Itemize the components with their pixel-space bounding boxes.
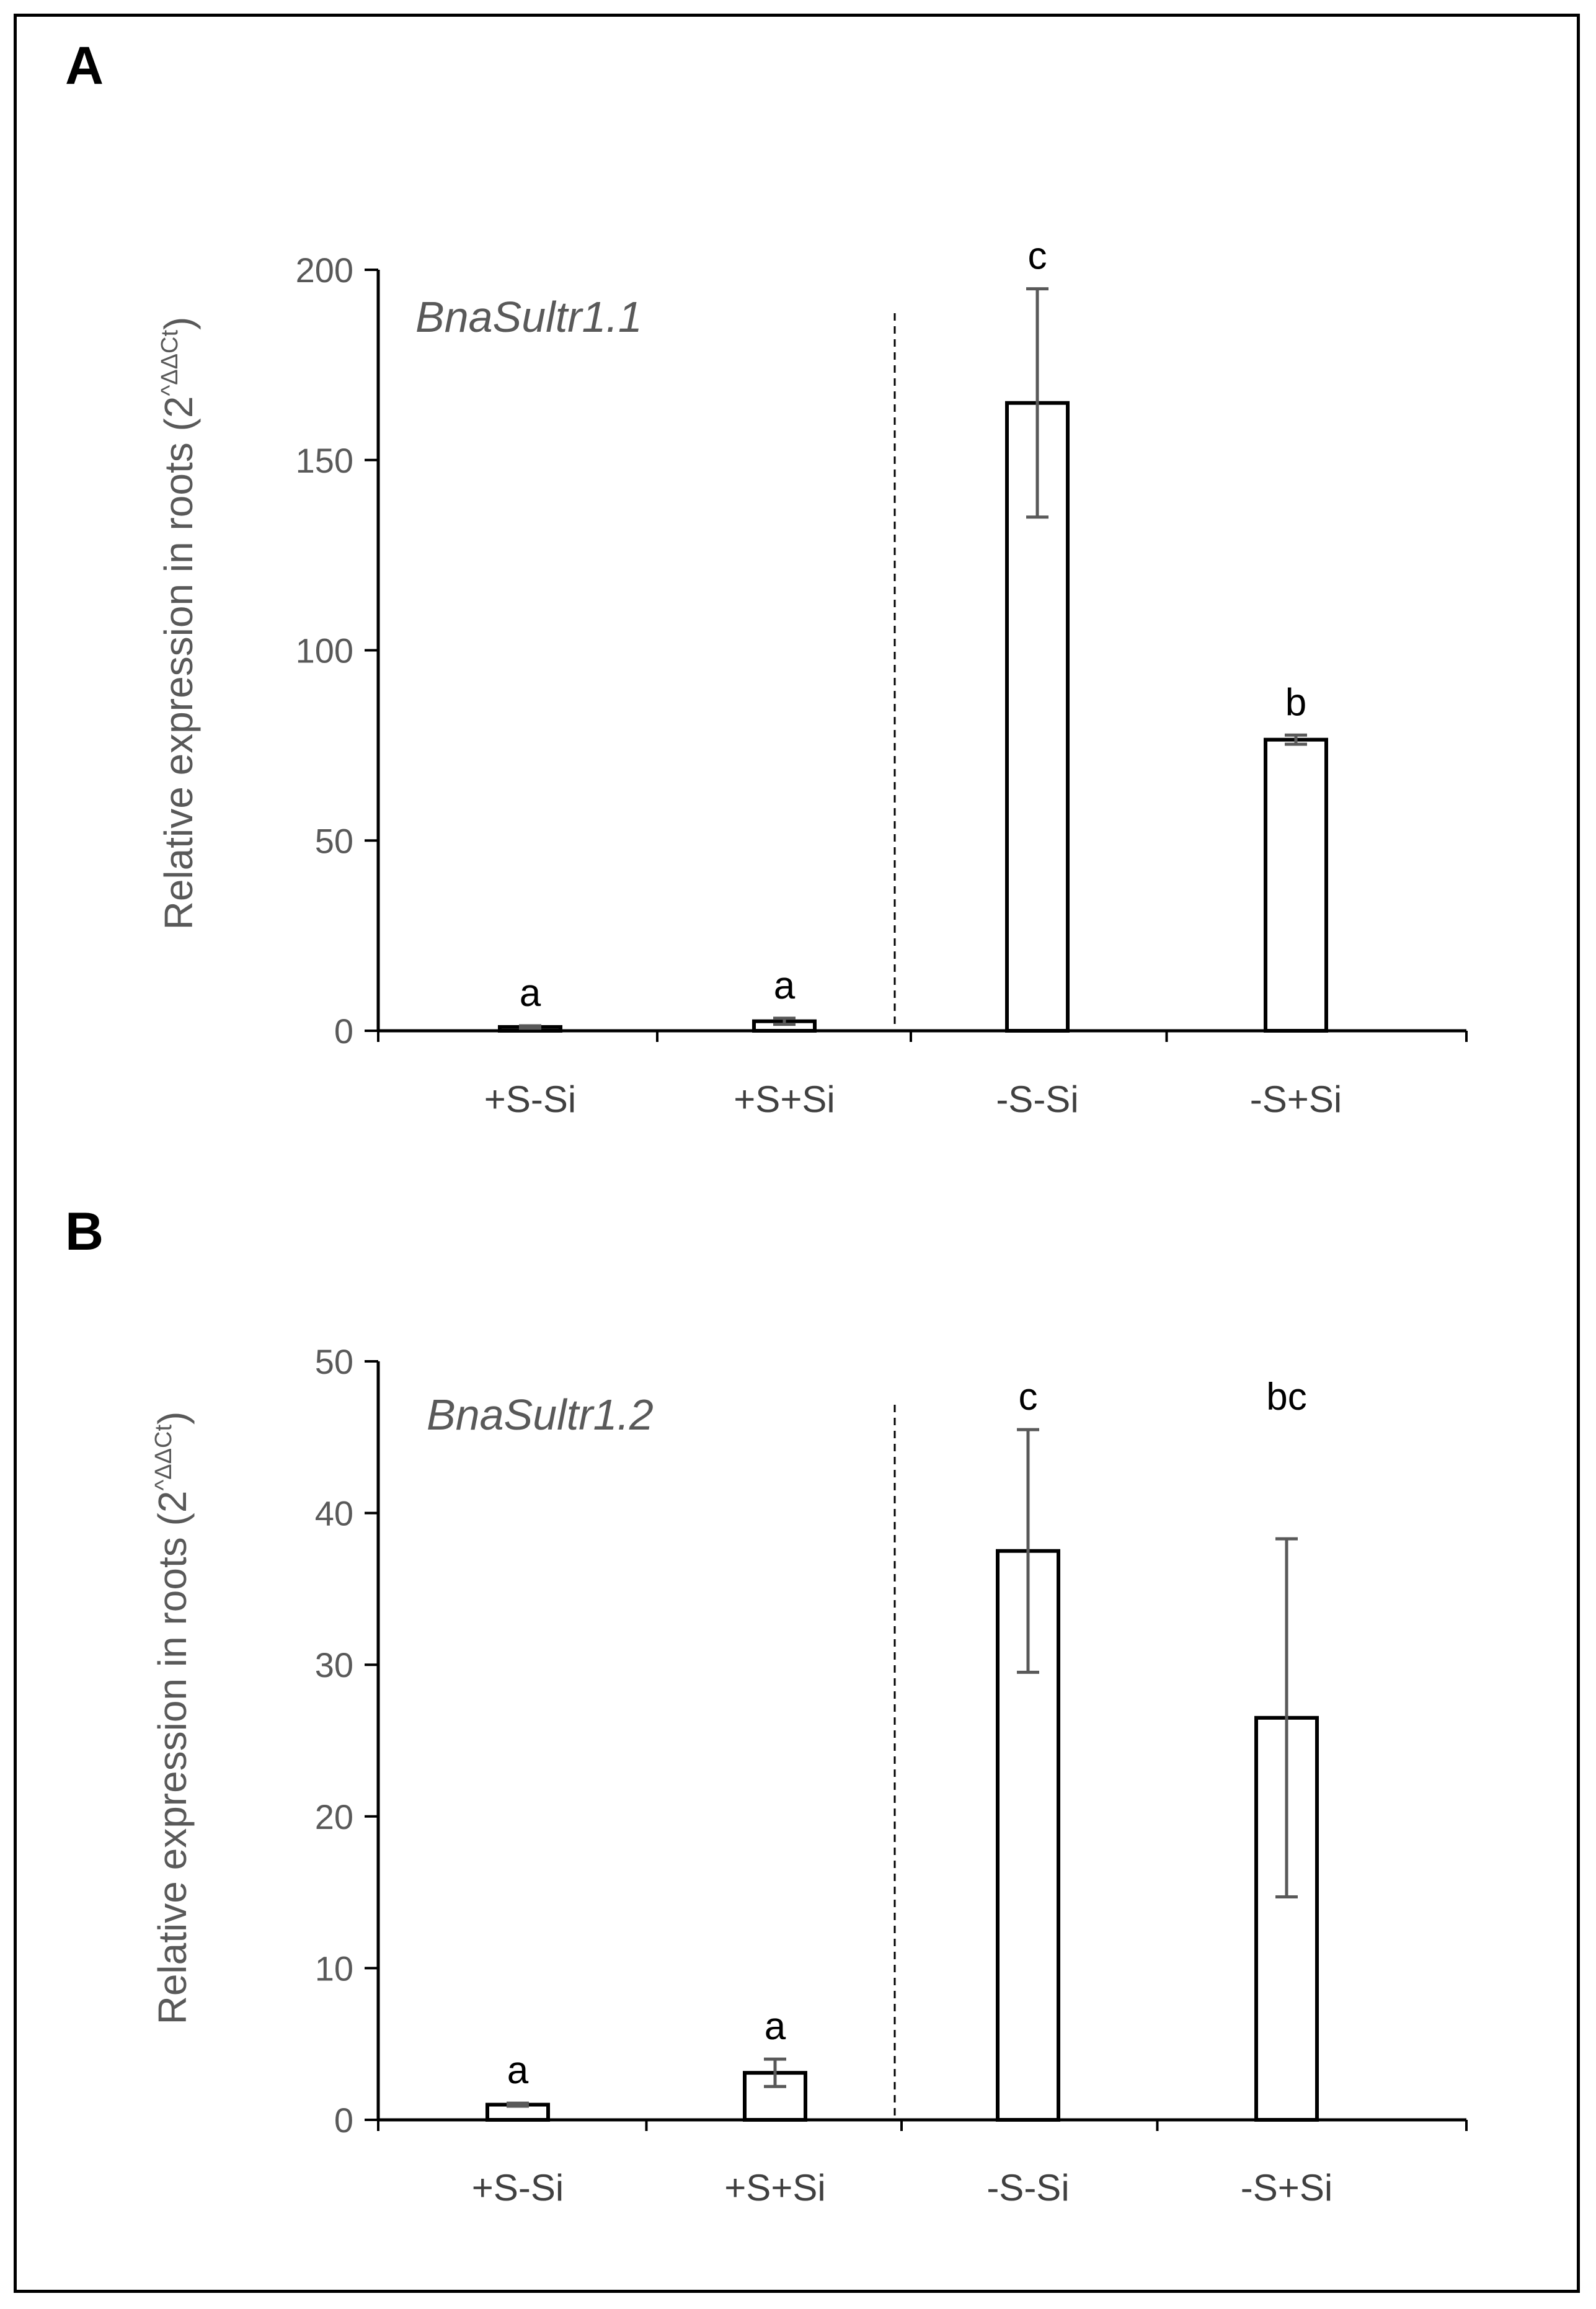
significance-letter: b bbox=[1285, 681, 1306, 724]
x-category-label: -S-Si bbox=[986, 2167, 1069, 2209]
x-category-label: +S+Si bbox=[734, 1079, 835, 1120]
y-tick-label: 30 bbox=[315, 1645, 353, 1684]
x-category-label: +S-Si bbox=[472, 2167, 564, 2209]
bar bbox=[1264, 737, 1328, 1033]
significance-letter: a bbox=[774, 964, 796, 1007]
chart-panel-a: A 0 50 100 150 200 Relative expression in root… bbox=[65, 36, 1468, 1120]
x-category-label: -S-Si bbox=[996, 1079, 1078, 1120]
gene-label: BnaSultr1.1 bbox=[415, 293, 642, 341]
y-tick-label: 10 bbox=[315, 1949, 353, 1988]
chart-panel-b: B 0 10 20 30 40 50 Relative expression in roots… bbox=[65, 1202, 1468, 2209]
significance-letter: c bbox=[1028, 235, 1047, 278]
x-category-label: +S-Si bbox=[484, 1079, 576, 1120]
x-category-label: +S+Si bbox=[724, 2167, 825, 2209]
panel-letter: B bbox=[65, 1202, 104, 1261]
y-tick-label: 50 bbox=[315, 821, 353, 860]
figure-frame bbox=[14, 14, 1580, 2293]
y-axis-title: Relative expression in roots (2^ΔΔCt) bbox=[156, 317, 201, 930]
significance-letter: bc bbox=[1266, 1376, 1306, 1418]
y-tick-label: 20 bbox=[315, 1797, 353, 1836]
significance-letter: a bbox=[765, 2005, 786, 2048]
significance-letter: a bbox=[520, 972, 541, 1015]
gene-label: BnaSultr1.2 bbox=[427, 1390, 654, 1439]
x-category-label: -S+Si bbox=[1250, 1079, 1342, 1120]
y-tick-label: 0 bbox=[334, 2101, 353, 2140]
y-tick-label: 50 bbox=[315, 1342, 353, 1381]
y-tick-label: 100 bbox=[296, 631, 353, 670]
significance-letter: c bbox=[1019, 1376, 1038, 1418]
y-tick-label: 200 bbox=[296, 251, 353, 290]
x-category-label: -S+Si bbox=[1241, 2167, 1332, 2209]
y-tick-label: 0 bbox=[334, 1012, 353, 1051]
panel-letter: A bbox=[65, 36, 104, 96]
y-tick-label: 150 bbox=[296, 441, 353, 480]
y-tick-label: 40 bbox=[315, 1494, 353, 1533]
significance-letter: a bbox=[507, 2049, 529, 2092]
y-axis-title: Relative expression in roots (2^ΔΔCt) bbox=[150, 1412, 195, 2025]
bar bbox=[1005, 401, 1070, 1033]
